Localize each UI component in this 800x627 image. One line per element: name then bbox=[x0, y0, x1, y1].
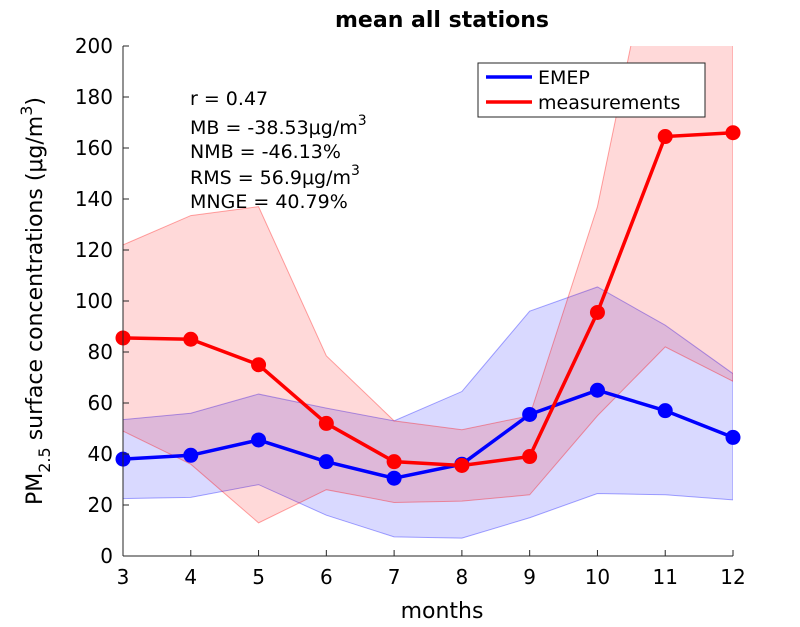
y-axis-label-part: ) bbox=[23, 97, 48, 106]
annotation: NMB = -46.13% bbox=[190, 141, 341, 163]
legend-label: measurements bbox=[538, 92, 680, 114]
x-tick-label: 3 bbox=[117, 565, 130, 589]
x-tick-label: 12 bbox=[720, 565, 745, 589]
data-point bbox=[318, 454, 334, 470]
data-point bbox=[251, 432, 267, 448]
y-axis-label: PM2.5 surface concentrations (μg/m3) bbox=[17, 97, 54, 505]
series-line bbox=[122, 388, 734, 481]
data-point bbox=[522, 406, 538, 422]
y-tick-label: 120 bbox=[75, 238, 113, 262]
y-tick-label: 140 bbox=[75, 187, 113, 211]
x-tick-label: 11 bbox=[652, 565, 677, 589]
annotation: MB = -38.53μg/m3 bbox=[190, 113, 367, 139]
x-tick-label: 10 bbox=[585, 565, 610, 589]
annotation-sup: 3 bbox=[351, 163, 360, 179]
y-axis-label-part: 2.5 bbox=[35, 447, 54, 472]
data-point bbox=[725, 125, 741, 141]
y-axis-label-part: PM bbox=[23, 473, 48, 505]
data-point bbox=[657, 403, 673, 419]
data-point bbox=[657, 129, 673, 145]
data-point bbox=[725, 429, 741, 445]
data-point bbox=[318, 415, 334, 431]
data-point bbox=[386, 454, 402, 470]
y-tick-label: 80 bbox=[88, 340, 113, 364]
y-tick-label: 100 bbox=[75, 289, 113, 313]
annotation-text: MB = -38.53μg/m bbox=[190, 117, 358, 139]
x-tick-label: 9 bbox=[523, 565, 536, 589]
annotation-text: RMS = 56.9μg/m bbox=[190, 167, 351, 189]
y-tick-label: 20 bbox=[88, 493, 113, 517]
annotation-text: r = 0.47 bbox=[190, 88, 268, 110]
data-point bbox=[454, 457, 470, 473]
x-tick-label: 7 bbox=[388, 565, 401, 589]
data-point bbox=[522, 449, 538, 465]
y-tick-label: 40 bbox=[88, 442, 113, 466]
annotation-text: MNGE = 40.79% bbox=[190, 191, 348, 213]
y-tick-label: 180 bbox=[75, 85, 113, 109]
annotation: r = 0.47 bbox=[190, 88, 268, 110]
data-point bbox=[386, 470, 402, 486]
x-axis-label: months bbox=[401, 599, 484, 623]
annotation: RMS = 56.9μg/m3 bbox=[190, 163, 360, 189]
lines bbox=[115, 125, 741, 486]
series-line bbox=[122, 130, 734, 468]
annotation: MNGE = 40.79% bbox=[190, 191, 348, 213]
x-tick-label: 4 bbox=[184, 565, 197, 589]
data-point bbox=[183, 447, 199, 463]
data-point bbox=[589, 382, 605, 398]
y-tick-label: 0 bbox=[100, 544, 113, 568]
chart-title: mean all stations bbox=[335, 8, 549, 33]
x-tick-label: 6 bbox=[320, 565, 333, 589]
legend-box bbox=[477, 62, 706, 118]
data-point bbox=[589, 304, 605, 320]
data-point bbox=[251, 357, 267, 373]
annotation-text: NMB = -46.13% bbox=[190, 141, 341, 163]
annotation-sup: 3 bbox=[358, 113, 367, 129]
y-tick-label: 160 bbox=[75, 136, 113, 160]
x-tick-label: 5 bbox=[252, 565, 265, 589]
legend-label: EMEP bbox=[538, 67, 590, 89]
y-tick-label: 200 bbox=[75, 34, 113, 58]
y-axis-label-part: 3 bbox=[17, 106, 36, 116]
data-point bbox=[183, 331, 199, 347]
y-tick-label: 60 bbox=[88, 391, 113, 415]
y-axis-label-part: surface concentrations (μg/m bbox=[23, 116, 48, 448]
range-band bbox=[123, 46, 733, 524]
x-tick-label: 8 bbox=[456, 565, 469, 589]
